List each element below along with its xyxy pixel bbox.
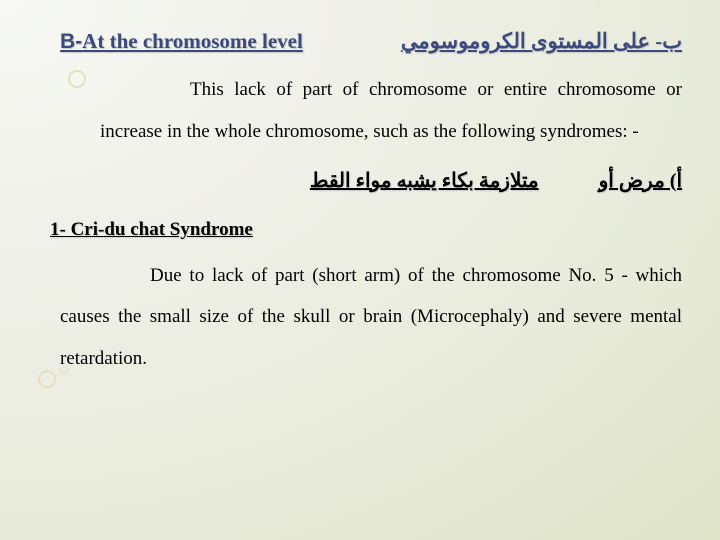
ar-part2: متلازمة بكاء يشبه مواء القط [310,170,539,192]
ar-part1: أ‌) مرض أو [599,170,682,192]
en-title-prefix: B- [60,30,82,53]
para1-text: This lack of part of chromosome or entir… [100,79,682,142]
ar-title-text: ب- على المستوى الكروموسومي [401,18,682,64]
paragraph-2: Due to lack of part (short arm) of the c… [60,255,682,380]
paragraph-1: This lack of part of chromosome or entir… [100,69,682,153]
section-header: B-At the chromosome level ب- على المستوى… [60,18,682,65]
para2-text: Due to lack of part (short arm) of the c… [60,265,682,370]
arabic-subheading-line: أ‌) مرض أو متلازمة بكاء يشبه مواء القط [60,159,682,203]
subsection-title: 1- Cri-du chat Syndrome [50,209,682,251]
en-title-text: At the chromosome level [82,29,303,53]
